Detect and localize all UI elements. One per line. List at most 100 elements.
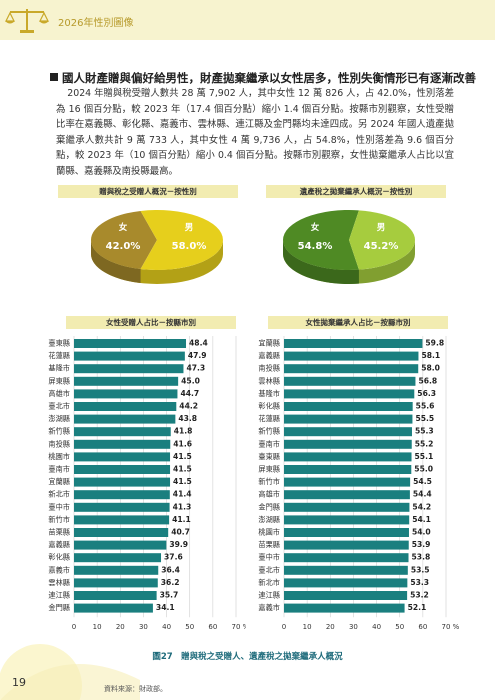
bar1-category-label: 彰化縣 xyxy=(48,553,70,562)
pie2-title: 遺產稅之拋棄繼承人概況－按性別 xyxy=(266,185,446,198)
bar1-value-label: 36.4 xyxy=(161,565,180,574)
bar2-value-label: 53.9 xyxy=(412,540,431,549)
bar2-category-label: 嘉義市 xyxy=(258,603,280,612)
bar1-value-label: 44.2 xyxy=(179,402,198,411)
pie-chart-inheritance-renouncers: 女 54.8% 男 45.2% xyxy=(283,210,416,284)
bar2-category-label: 金門縣 xyxy=(258,502,280,511)
source-note: 資料來源：財政部。 xyxy=(104,685,167,693)
bar2-value-label: 54.0 xyxy=(412,528,431,537)
bar2-tick-label: 60 xyxy=(418,623,427,631)
bar1-tick-label: 10 xyxy=(93,623,102,631)
pie2-slice-female xyxy=(283,210,359,270)
bar1-category-label: 宜蘭縣 xyxy=(48,477,70,486)
bar1-bar xyxy=(74,565,159,575)
bar1-bar xyxy=(74,515,170,525)
bar1-bar xyxy=(74,414,176,424)
bar1-value-label: 40.7 xyxy=(171,528,190,537)
pie1-value-female: 42.0% xyxy=(106,241,141,252)
bar2-category-label: 宜蘭縣 xyxy=(258,339,280,348)
bar1-tick-label: 60 xyxy=(208,623,217,631)
bar2-bar xyxy=(284,452,412,462)
bar1-tick-label: 30 xyxy=(139,623,148,631)
bar2-bar xyxy=(284,439,412,449)
bar1-tick-label: 0 xyxy=(72,623,76,631)
pie1-slice-male xyxy=(140,210,223,270)
bar1-category-label: 基隆市 xyxy=(48,364,70,373)
bar2-tick-label: 50 xyxy=(395,623,404,631)
bar2-value-label: 55.0 xyxy=(414,465,433,474)
bar2-value-label: 55.1 xyxy=(415,452,434,461)
bar2-value-label: 54.1 xyxy=(412,515,431,524)
bar1-bar xyxy=(74,427,171,437)
bar1-bar xyxy=(74,452,171,462)
bar1-bar xyxy=(74,339,187,348)
bar1-bar xyxy=(74,578,158,588)
bar1-category-label: 桃園市 xyxy=(48,452,70,461)
bar2-value-label: 56.8 xyxy=(418,376,437,385)
bar1-bar xyxy=(74,439,171,449)
pie1-slice-female xyxy=(90,210,157,270)
bar2-value-label: 55.5 xyxy=(415,414,434,423)
bar1-value-label: 41.5 xyxy=(173,477,192,486)
bar1-category-label: 屏東縣 xyxy=(48,376,70,385)
header-band xyxy=(0,0,495,40)
pie2-label-female: 女 xyxy=(311,222,320,233)
bar2-category-label: 新竹縣 xyxy=(258,427,280,436)
bar1-category-label: 雲林縣 xyxy=(48,578,70,587)
bar2-bar xyxy=(284,465,412,474)
bar2-bar xyxy=(284,515,410,525)
bar1-tick-label: 50 xyxy=(185,623,194,631)
bar2-category-label: 彰化縣 xyxy=(258,402,280,411)
scales-logo-icon xyxy=(5,9,49,33)
bottom-decoration xyxy=(0,644,140,700)
bar2-bar xyxy=(284,351,419,361)
bar1-bar xyxy=(74,528,169,537)
bar2-category-label: 新北市 xyxy=(258,578,280,587)
bar2-value-label: 54.5 xyxy=(413,477,432,486)
bar1-value-label: 41.4 xyxy=(173,490,192,499)
bar1-category-label: 花蓮縣 xyxy=(48,351,70,360)
bar1-value-label: 44.7 xyxy=(180,389,199,398)
bar2-value-label: 56.3 xyxy=(417,389,436,398)
bar1-tick-label: 40 xyxy=(162,623,171,631)
bar1-category-label: 苗栗縣 xyxy=(48,528,70,537)
pie1-value-male: 58.0% xyxy=(172,241,207,252)
bar1-bar xyxy=(74,603,153,613)
bar2-category-label: 連江縣 xyxy=(258,591,280,600)
bar1-value-label: 41.1 xyxy=(172,515,191,524)
pie2-side-female xyxy=(283,240,359,284)
bar1-value-label: 39.9 xyxy=(169,540,188,549)
bar1-bar xyxy=(74,389,178,399)
bar1-bar xyxy=(74,402,177,411)
bar2-bar xyxy=(284,565,408,575)
bar1-value-label: 47.9 xyxy=(188,351,207,360)
page-number: 19 xyxy=(12,676,26,689)
bar2-tick-label: 20 xyxy=(326,623,335,631)
bar2-bar xyxy=(284,603,405,613)
bar2-value-label: 55.3 xyxy=(415,427,434,436)
bar2-category-label: 花蓮縣 xyxy=(258,414,280,423)
bar1-category-label: 嘉義縣 xyxy=(48,540,70,549)
bar1-bar xyxy=(74,465,171,474)
bar1-unit-label: % xyxy=(243,623,246,631)
bar1-tick-label: 20 xyxy=(116,623,125,631)
bar2-category-label: 臺南市 xyxy=(258,439,280,448)
bar2-category-label: 嘉義縣 xyxy=(258,351,280,360)
pie2-value-female: 54.8% xyxy=(298,241,333,252)
bar1-category-label: 高雄市 xyxy=(48,389,70,398)
bar1-value-label: 41.5 xyxy=(173,465,192,474)
bar1-value-label: 41.3 xyxy=(173,502,192,511)
figure-caption: 圖27 贈與稅之受贈人、遺產稅之拋棄繼承人概況 xyxy=(152,652,343,662)
bar2-value-label: 53.5 xyxy=(411,565,430,574)
bar1-value-label: 45.0 xyxy=(181,376,200,385)
bar1-category-label: 南投縣 xyxy=(48,439,70,448)
body-paragraph: 2024 年贈與稅受贈人數共 28 萬 7,902 人，其中女性 12 萬 82… xyxy=(56,88,454,177)
bar1-category-label: 臺中市 xyxy=(48,502,70,511)
bar2-category-label: 臺東縣 xyxy=(258,452,280,461)
bar2-bar xyxy=(284,591,408,600)
bar2-value-label: 58.1 xyxy=(421,351,440,360)
bar1-title: 女性受贈人占比－按縣市別 xyxy=(66,316,236,329)
bar2-title: 女性拋棄繼承人占比－按縣市別 xyxy=(268,316,448,329)
bar1-bar xyxy=(74,351,185,361)
pie1-label-female: 女 xyxy=(119,222,128,233)
